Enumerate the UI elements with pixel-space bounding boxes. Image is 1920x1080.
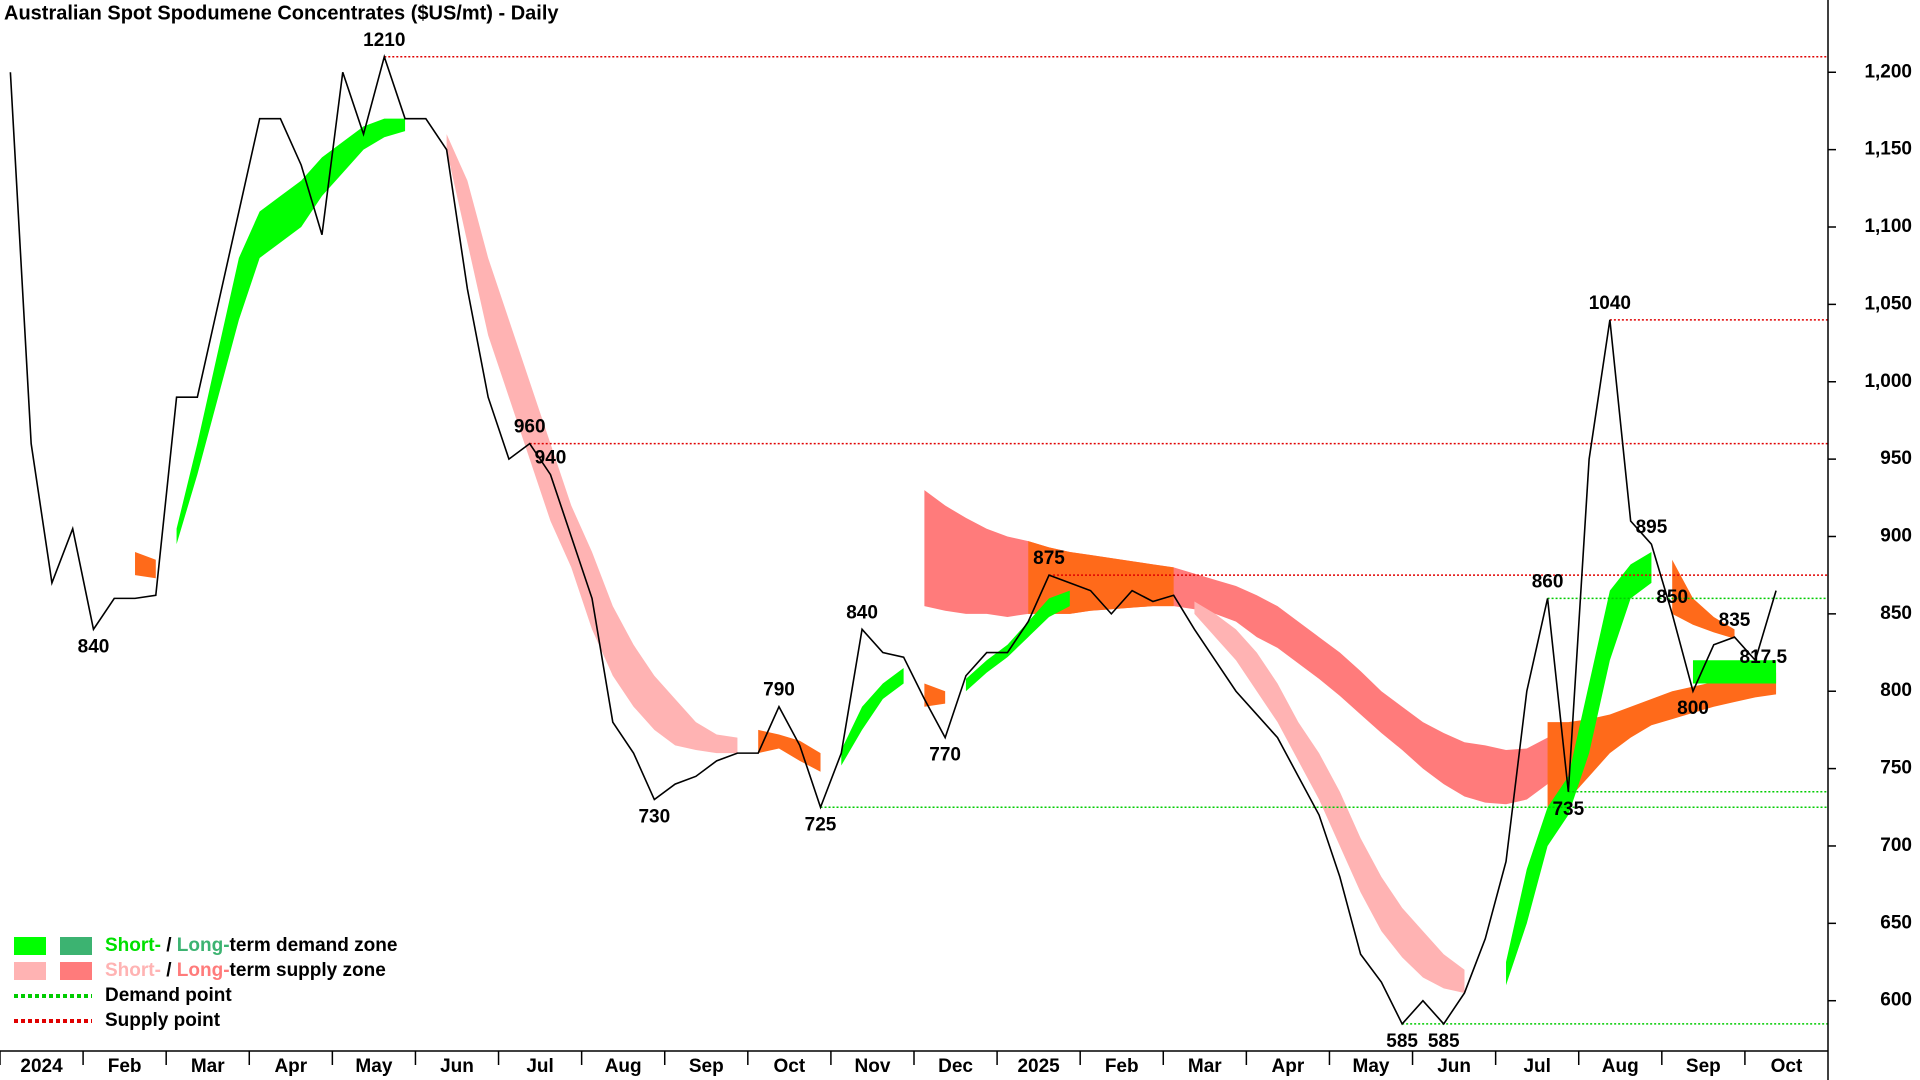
value-label: 850 [1656, 587, 1688, 608]
zone-band [841, 668, 904, 766]
legend-text: Short- [105, 960, 161, 981]
value-label: 840 [846, 602, 878, 623]
zone-band [965, 590, 1070, 692]
x-tick-label: Dec [938, 1056, 973, 1077]
chart-title: Australian Spot Spodumene Concentrates (… [4, 2, 559, 24]
x-tick-label: Sep [689, 1056, 724, 1077]
x-tick-label: Jul [526, 1056, 553, 1077]
x-tick-label: Aug [1602, 1056, 1639, 1077]
value-label: 770 [929, 745, 961, 766]
value-label: 725 [805, 814, 837, 835]
value-label: 960 [514, 417, 546, 438]
legend-text: Long- [177, 960, 230, 981]
y-tick-label: 1,200 [1864, 61, 1912, 82]
value-label: 790 [763, 680, 795, 701]
x-tick-label: Feb [1105, 1056, 1139, 1077]
y-tick-label: 950 [1880, 448, 1912, 469]
legend-swatch [60, 962, 92, 980]
legend-swatch [14, 937, 46, 955]
value-label: 735 [1552, 799, 1584, 820]
x-tick-label: 2024 [20, 1056, 63, 1077]
y-tick-label: 800 [1880, 680, 1912, 701]
x-tick-label: Oct [1771, 1056, 1803, 1077]
x-tick-label: Feb [108, 1056, 142, 1077]
value-label: 585 [1428, 1031, 1460, 1052]
x-tick-label: May [1353, 1056, 1390, 1077]
y-tick-label: 650 [1880, 912, 1912, 933]
zone-band [758, 729, 821, 772]
x-tick-label: Jul [1523, 1056, 1550, 1077]
zone-band [446, 134, 738, 754]
value-label: 860 [1532, 571, 1564, 592]
legend-label: Demand point [105, 985, 232, 1006]
x-tick-label: Jun [440, 1056, 474, 1077]
y-tick-label: 1,050 [1864, 293, 1912, 314]
y-tick-label: 1,000 [1864, 371, 1912, 392]
legend-label: Supply point [105, 1010, 221, 1031]
y-tick-label: 1,100 [1864, 216, 1912, 237]
value-label: 835 [1719, 610, 1751, 631]
legend-swatch [14, 962, 46, 980]
x-tick-label: Aug [605, 1056, 642, 1077]
y-tick-label: 900 [1880, 526, 1912, 547]
zone-band [1672, 559, 1735, 639]
x-tick-label: 2025 [1017, 1056, 1060, 1077]
legend-text: term demand zone [230, 935, 398, 956]
value-label: 1210 [363, 30, 405, 51]
legend-text: Demand point [105, 985, 232, 1006]
zone-band [176, 118, 406, 545]
x-tick-label: Nov [855, 1056, 891, 1077]
zone-band [135, 551, 156, 579]
y-tick-label: 850 [1880, 603, 1912, 624]
x-tick-label: Oct [774, 1056, 806, 1077]
x-tick-label: Sep [1686, 1056, 1721, 1077]
value-label: 840 [78, 636, 110, 657]
x-tick-label: May [355, 1056, 392, 1077]
x-tick-label: Mar [191, 1056, 225, 1077]
x-tick-label: Jun [1437, 1056, 1471, 1077]
value-label: 895 [1636, 517, 1668, 538]
x-tick-label: Apr [274, 1056, 307, 1077]
zone-band [924, 683, 946, 707]
zone-band [1692, 660, 1777, 684]
legend-text: Short- [105, 935, 161, 956]
value-label: 730 [638, 807, 670, 828]
price-line [9, 54, 1777, 1026]
x-tick-label: Apr [1272, 1056, 1305, 1077]
y-tick-label: 750 [1880, 758, 1912, 779]
legend-text: term supply zone [230, 960, 386, 981]
zone-band [1194, 601, 1465, 993]
annotation: 817.5 [1740, 647, 1788, 668]
legend-text: Long- [177, 935, 230, 956]
value-label: 800 [1677, 698, 1709, 719]
legend-text: / [161, 935, 177, 956]
zone-band [1506, 551, 1652, 986]
value-label: 1040 [1589, 293, 1631, 314]
legend-label: Short- / Long-term supply zone [105, 960, 386, 981]
legend-swatch [60, 937, 92, 955]
value-label: 585 [1386, 1031, 1418, 1052]
y-tick-label: 700 [1880, 835, 1912, 856]
legend-text: / [161, 960, 177, 981]
y-tick-label: 1,150 [1864, 139, 1912, 160]
value-label: 875 [1033, 548, 1065, 569]
y-tick-label: 600 [1880, 990, 1912, 1011]
value-label: 940 [535, 448, 567, 469]
legend-label: Short- / Long-term demand zone [105, 935, 397, 956]
legend-text: Supply point [105, 1010, 221, 1031]
x-tick-label: Mar [1188, 1056, 1222, 1077]
